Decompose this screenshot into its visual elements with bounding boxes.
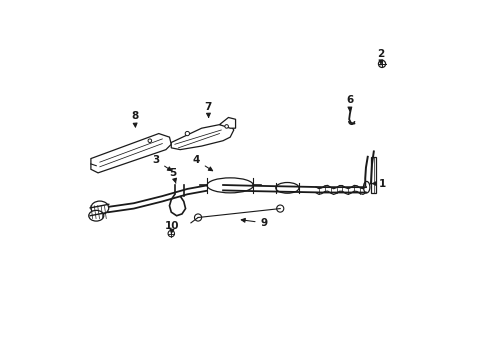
Text: 6: 6 — [346, 95, 353, 111]
Circle shape — [276, 205, 283, 212]
Text: 7: 7 — [204, 102, 211, 117]
Text: 10: 10 — [165, 221, 179, 234]
Text: 9: 9 — [241, 218, 267, 228]
Polygon shape — [370, 157, 376, 193]
Text: 2: 2 — [377, 49, 384, 65]
Ellipse shape — [363, 181, 369, 193]
Circle shape — [224, 125, 228, 128]
Circle shape — [194, 214, 201, 221]
Text: 5: 5 — [169, 168, 176, 183]
Polygon shape — [171, 125, 233, 150]
Ellipse shape — [88, 210, 103, 221]
Circle shape — [148, 139, 151, 143]
Text: 1: 1 — [371, 179, 385, 189]
Ellipse shape — [206, 178, 253, 193]
Circle shape — [185, 131, 189, 136]
Polygon shape — [219, 117, 235, 128]
Text: 4: 4 — [192, 156, 212, 171]
Ellipse shape — [91, 201, 108, 215]
Circle shape — [378, 60, 385, 67]
Ellipse shape — [275, 183, 298, 193]
Circle shape — [168, 230, 174, 237]
Text: 8: 8 — [131, 111, 138, 127]
Text: 3: 3 — [152, 156, 171, 171]
Polygon shape — [91, 134, 171, 173]
